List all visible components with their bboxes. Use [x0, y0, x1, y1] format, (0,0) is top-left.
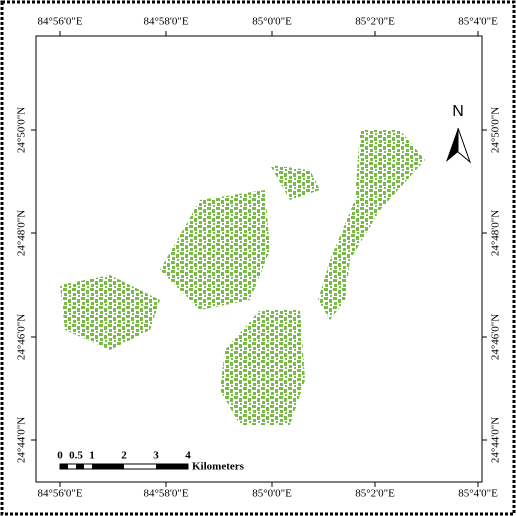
x-label-bottom: 85°2'0"E — [355, 488, 395, 500]
scale-label: 0.5 — [69, 450, 83, 462]
x-label-bottom: 85°4'0"E — [458, 488, 498, 500]
x-label-bottom: 85°0'0"E — [252, 488, 292, 500]
x-label-top: 84°56'0"E — [37, 16, 82, 28]
y-label-left: 24°50'0"N — [16, 107, 28, 153]
x-label-top: 85°4'0"E — [458, 16, 498, 28]
y-label-right: 24°46'0"N — [490, 314, 502, 360]
y-label-left: 24°46'0"N — [16, 314, 28, 360]
scale-label: 0 — [57, 450, 63, 462]
north-label: N — [452, 103, 464, 120]
scale-label: 3 — [153, 450, 159, 462]
scale-unit: Kilometers — [192, 461, 245, 473]
scale-label: 2 — [121, 450, 127, 462]
x-label-bottom: 84°56'0"E — [37, 488, 82, 500]
scale-bar — [59, 463, 189, 470]
x-label-top: 84°58'0"E — [143, 16, 188, 28]
y-label-left: 24°48'0"N — [16, 210, 28, 256]
x-label-bottom: 84°58'0"E — [143, 488, 188, 500]
y-label-right: 24°44'0"N — [490, 417, 502, 463]
y-label-left: 24°44'0"N — [16, 417, 28, 463]
y-label-right: 24°50'0"N — [490, 107, 502, 153]
scale-label: 1 — [89, 450, 95, 462]
y-label-right: 24°48'0"N — [490, 210, 502, 256]
vegetation — [60, 130, 425, 425]
scale-label: 4 — [185, 450, 191, 462]
north-arrow — [446, 127, 472, 164]
x-label-top: 85°2'0"E — [355, 16, 395, 28]
x-label-top: 85°0'0"E — [252, 16, 292, 28]
map-frame — [35, 35, 483, 483]
